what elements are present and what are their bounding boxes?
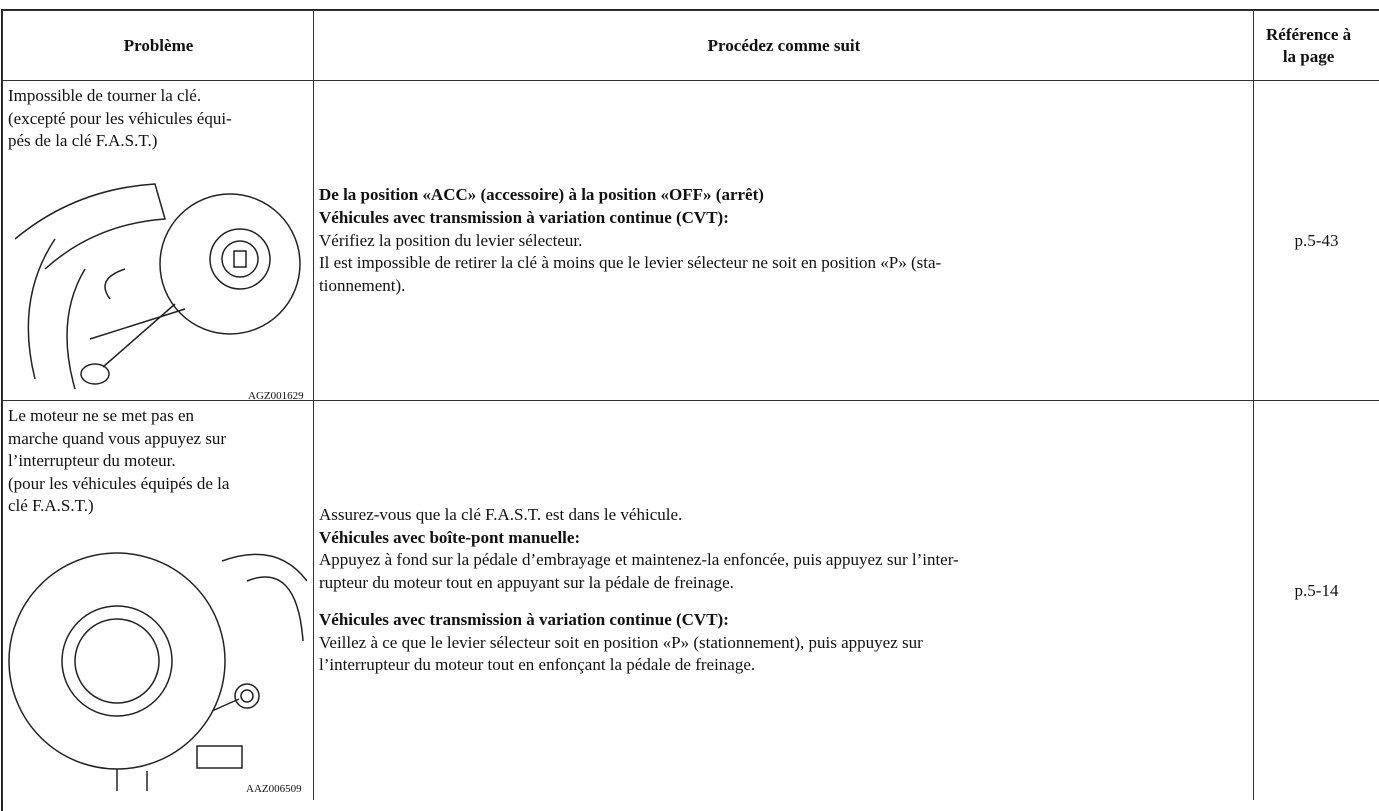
header-problem: Problème (123, 36, 194, 55)
header-cell: Référence à la page (1253, 10, 1379, 81)
image-code: AAZ006509 (246, 783, 302, 795)
procedure-line: Véhicules avec transmission à variation … (319, 207, 729, 227)
image-code: AGZ001629 (248, 390, 304, 402)
procedure-line: rupteur du moteur tout en appuyant sur l… (319, 573, 734, 593)
header-cell: Procédez comme suit (313, 10, 1254, 81)
procedure-line: Il est impossible de retirer la clé à mo… (319, 253, 942, 273)
problem-line: marche quand vous appuyez sur (8, 428, 227, 448)
problem-line: Le moteur ne se met pas en (8, 406, 194, 425)
problem-line: (excepté pour les véhicules équi- (8, 108, 232, 128)
problem-line: clé F.A.S.T.) (8, 496, 94, 515)
paragraph: De la position «ACC» (accessoire) à la p… (319, 184, 1254, 298)
reference: p.5-14 (1294, 580, 1339, 600)
header-cell: Problème (2, 10, 314, 81)
header-reference: la page (1282, 47, 1335, 66)
illustration (15, 183, 301, 390)
procedure-line: Veillez à ce que le levier sélecteur soi… (319, 632, 923, 652)
procedure-line: l’interrupteur du moteur tout en enfonça… (319, 655, 756, 675)
procedure-line: Assurez-vous que la clé F.A.S.T. est dan… (319, 504, 683, 524)
illustration (8, 552, 307, 791)
paragraph: Assurez-vous que la clé F.A.S.T. est dan… (319, 504, 1254, 595)
procedure-line: Vérifiez la position du levier sélecteur… (319, 230, 583, 250)
reference-cell: p.5-43 (1253, 80, 1379, 401)
header-procedure: Procédez comme suit (707, 36, 861, 55)
problem-cell: Impossible de tourner la clé. (excepté po… (2, 80, 314, 402)
page: Problème Procédez comme suit Référence à… (1, 9, 1379, 811)
procedure-line: Véhicules avec transmission à variation … (319, 609, 729, 629)
header-reference: Référence à (1266, 25, 1352, 44)
procedure-cell: Assurez-vous que la clé F.A.S.T. est dan… (313, 400, 1254, 800)
paragraph: Véhicules avec transmission à variation … (319, 609, 1254, 677)
problem-cell: Le moteur ne se met pas en marche quand v… (2, 400, 314, 800)
problem-line: pés de la clé F.A.S.T.) (8, 131, 158, 150)
procedure-line: tionnement). (319, 276, 406, 296)
reference: p.5-43 (1294, 231, 1339, 250)
procedure-line: Appuyez à fond sur la pédale d’embrayage… (319, 550, 959, 570)
procedure-cell: De la position «ACC» (accessoire) à la p… (313, 80, 1254, 401)
problem-line: Impossible de tourner la clé. (8, 86, 202, 105)
problem-line: (pour les véhicules équipés de la (8, 473, 230, 493)
procedure-line: De la position «ACC» (accessoire) à la p… (319, 185, 764, 204)
reference-cell: p.5-14 (1253, 400, 1379, 800)
procedure-line: Véhicules avec boîte-pont manuelle: (319, 527, 581, 547)
problem-line: l’interrupteur du moteur. (8, 451, 176, 470)
